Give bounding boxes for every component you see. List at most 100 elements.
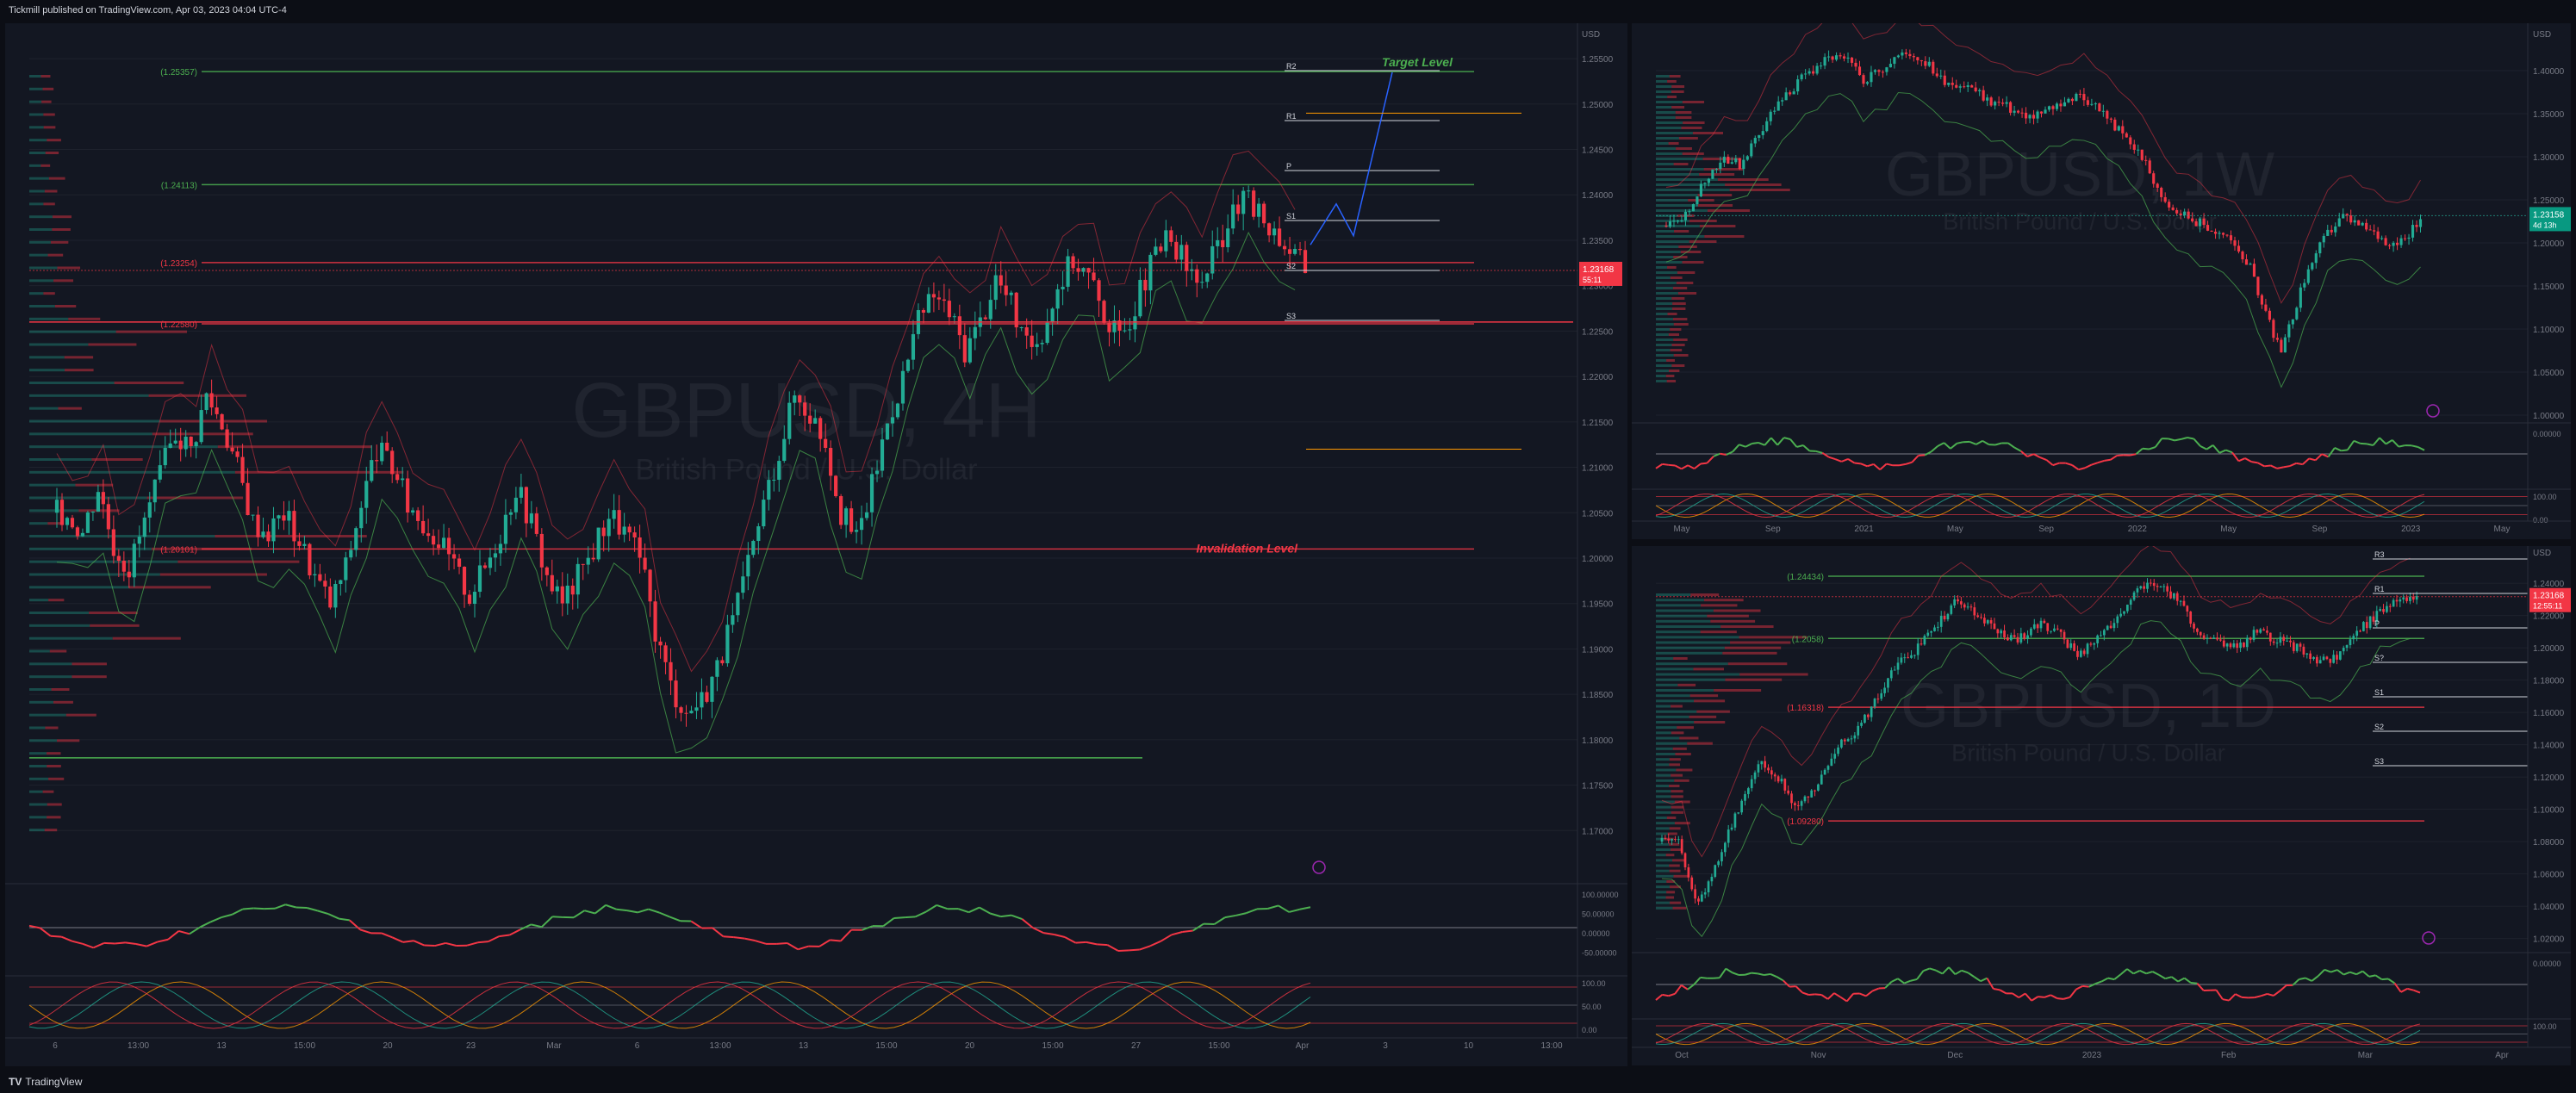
candle-body xyxy=(1837,747,1839,755)
daily-chart-panel[interactable]: 1.24000 1.22000 1.20000 1.18000 1.16000 1.140… xyxy=(1632,546,2571,1065)
time-tick-label: Mar xyxy=(2358,1051,2374,1060)
momentum-line-segment xyxy=(167,930,180,941)
volume-profile-bar xyxy=(52,228,71,231)
weekly-chart-panel[interactable]: 1.40000 1.35000 1.30000 1.25000 1.20000 1.150… xyxy=(1632,23,2571,539)
candle-body xyxy=(694,707,699,711)
momentum-line-segment xyxy=(1687,464,1696,470)
candle-body xyxy=(519,487,523,498)
candle-body xyxy=(2059,103,2063,107)
main-chart-svg[interactable]: 1.25500 1.25000 1.24500 1.24000 1.23500 1.230… xyxy=(5,23,1627,1066)
candle-body xyxy=(1185,245,1189,271)
candle-body xyxy=(2152,582,2156,587)
candle-body xyxy=(1831,56,1834,60)
volume-profile-bar xyxy=(215,535,367,537)
volume-profile-bar xyxy=(1673,657,1688,660)
volume-profile-bar xyxy=(1656,604,1701,607)
candle-body xyxy=(2206,225,2210,231)
time-tick-label: 15:00 xyxy=(294,1041,315,1051)
volume-profile-bar xyxy=(1656,742,1688,745)
volume-profile-bar xyxy=(1656,822,1675,825)
watermark-description: British Pound / U.S. Dollar xyxy=(635,454,977,487)
momentum-line-segment xyxy=(1783,437,1791,440)
weekly-chart-svg[interactable]: 1.40000 1.35000 1.30000 1.25000 1.20000 1.150… xyxy=(1632,23,2571,539)
momentum-line-segment xyxy=(1937,442,1944,447)
candle-body xyxy=(2222,640,2225,647)
countdown-value: 4d 13h xyxy=(2533,220,2557,229)
volume-profile-bar xyxy=(1666,891,1676,894)
candle-body xyxy=(968,338,972,363)
candle-body xyxy=(1864,714,1866,723)
candle-body xyxy=(302,543,307,546)
momentum-line-segment xyxy=(1886,463,1894,467)
level-label: (1.16318) xyxy=(1787,704,1824,713)
volume-profile-bar xyxy=(1669,869,1681,873)
candle-body xyxy=(2117,126,2120,131)
last-price-value: 1.23158 xyxy=(2533,210,2565,220)
candle-body xyxy=(2418,219,2423,227)
candle-body xyxy=(2106,110,2109,119)
candle-body xyxy=(1723,842,1727,853)
volume-profile-bar xyxy=(1666,359,1675,362)
daily-chart-svg[interactable]: 1.24000 1.22000 1.20000 1.18000 1.16000 1.140… xyxy=(1632,546,2571,1065)
volume-profile-bar xyxy=(1656,209,1708,212)
volume-profile-bar xyxy=(29,113,44,116)
volume-profile-bar xyxy=(1668,333,1680,336)
volume-profile-bar xyxy=(29,573,160,576)
candle-body xyxy=(1850,57,1854,63)
momentum-line-segment xyxy=(1213,916,1226,925)
momentum-line-segment xyxy=(797,945,809,951)
candle-body xyxy=(1978,90,1982,91)
momentum-line-segment xyxy=(755,940,767,945)
volume-profile-bar xyxy=(1720,625,1774,628)
momentum-line-segment xyxy=(1935,969,1944,975)
candle-body xyxy=(2395,599,2399,602)
candle-body xyxy=(890,417,895,424)
candle-body xyxy=(121,561,126,572)
volume-profile-bar xyxy=(1671,85,1685,88)
pivot-label: P xyxy=(1286,162,1291,171)
tradingview-logo[interactable]: TV TradingView xyxy=(9,1076,82,1088)
volume-profile-bar xyxy=(65,713,96,717)
candle-body xyxy=(1066,256,1070,287)
pivot-label: S2 xyxy=(1286,262,1296,270)
candle-body xyxy=(65,518,70,525)
time-tick-label: 13:00 xyxy=(709,1041,731,1051)
momentum-line-segment xyxy=(2033,453,2041,458)
volume-profile-bar xyxy=(1682,261,1704,264)
candle-body xyxy=(1966,85,1969,87)
candle-body xyxy=(1024,327,1029,336)
candle-body xyxy=(147,502,152,518)
main-chart-panel[interactable]: 1.25500 1.25000 1.24500 1.24000 1.23500 1.230… xyxy=(5,23,1627,1066)
candle-body xyxy=(2001,102,2005,104)
candle-body xyxy=(1783,779,1787,791)
volume-profile-bar xyxy=(1673,354,1689,357)
volume-profile-bar xyxy=(1656,785,1670,787)
volume-profile-bar xyxy=(1656,662,1728,666)
candle-body xyxy=(911,333,916,360)
candle-body xyxy=(308,543,312,575)
candle-body xyxy=(1764,761,1766,768)
momentum-line-segment xyxy=(1764,972,1771,977)
volume-profile-bar xyxy=(1656,763,1670,767)
momentum-line-segment xyxy=(979,906,991,915)
momentum-line-segment xyxy=(296,906,308,910)
candle-body xyxy=(632,532,637,537)
momentum-line-segment xyxy=(1681,984,1689,991)
candle-body xyxy=(1823,57,1826,66)
candle-body xyxy=(2384,238,2387,245)
watermark-description: British Pound / U.S. Dollar xyxy=(1951,740,2225,767)
candle-body xyxy=(2375,611,2379,622)
volume-profile-bar xyxy=(1725,183,1782,186)
candle-body xyxy=(741,576,745,593)
volume-profile-bar xyxy=(1656,142,1669,145)
volume-profile-bar xyxy=(1678,245,1697,248)
momentum-line-segment xyxy=(594,904,607,915)
momentum-line-segment xyxy=(359,928,371,935)
volume-profile-bar xyxy=(29,126,44,129)
candle-body xyxy=(1930,630,1932,633)
rsi-tick-label: 0.00000 xyxy=(2533,430,2561,438)
momentum-line-segment xyxy=(2244,457,2252,463)
candle-body xyxy=(1787,790,1790,794)
last-price-tag xyxy=(2529,207,2571,232)
candle-body xyxy=(1939,616,1943,627)
